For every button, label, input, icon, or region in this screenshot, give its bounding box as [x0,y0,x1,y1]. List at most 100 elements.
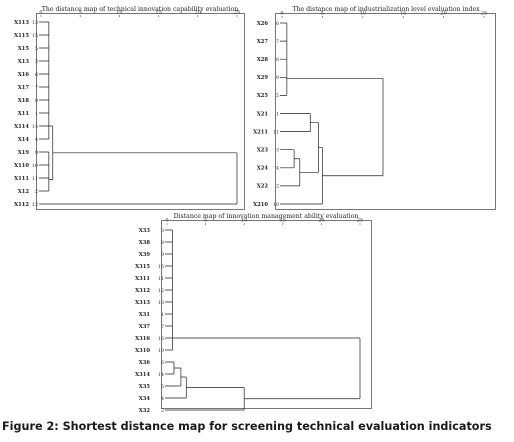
row-number: 9 [276,75,279,81]
row-number: 4 [276,166,279,172]
row-number: 8 [35,98,38,104]
row-label: X18 [18,98,30,104]
row-number: 5 [276,93,279,99]
dendrogram-links [165,229,361,411]
row-label: X211 [253,129,268,135]
row-number: 13 [158,300,164,306]
row-label: X37 [139,324,151,330]
row-number: 7 [161,324,164,330]
row-label: X17 [18,85,30,91]
row-number: 3 [276,148,279,154]
x-tick-label: 25 [357,218,363,224]
row-label: X115 [14,33,29,39]
x-tick-label: 10 [241,218,247,224]
row-label: X313 [135,300,150,306]
row-label: X26 [257,21,269,27]
row-number: 1 [161,312,164,318]
row-number: 5 [35,46,38,52]
row-label: X316 [135,336,150,342]
row-number: 12 [158,288,164,294]
row-label: X16 [18,72,30,78]
row-label: X39 [139,252,151,258]
x-tick-label: 0 [165,218,168,224]
dendrogram-links [39,21,238,205]
panel-title-3: Distance map of innovation management ab… [174,213,359,220]
row-number: 2 [161,408,164,414]
row-number: 2 [276,184,279,190]
row-number: 9 [35,150,38,156]
row-label: X11 [18,111,30,117]
row-label: X13 [18,59,30,65]
row-number: 6 [161,360,164,366]
x-tick-label: 20 [318,218,324,224]
row-label: X31 [139,312,151,318]
row-label: X25 [257,93,269,99]
row-label: X312 [135,288,150,294]
row-number: 10 [273,202,279,208]
row-number: 8 [276,57,279,63]
panel-frame-1 [36,13,245,210]
row-label: X23 [257,148,269,154]
row-label: X21 [257,111,269,117]
x-tick-label: 15 [280,218,286,224]
figure-caption: Figure 2: Shortest distance map for scre… [2,420,492,433]
row-label: X27 [257,39,269,45]
panel-title-2: The distance map of industrialization le… [292,6,480,13]
row-number: 13 [32,20,38,26]
x-tick-label: 0 [280,11,283,17]
x-tick-label: 5 [79,10,82,16]
row-label: X310 [135,348,150,354]
row-number: 7 [276,39,279,45]
x-tick-label: 20 [440,11,446,17]
x-tick-label: 5 [321,11,324,17]
row-label: X315 [135,264,150,270]
x-tick-label: 15 [400,11,406,17]
row-number: 8 [161,240,164,246]
row-label: X33 [139,228,151,234]
row-label: X314 [135,372,150,378]
x-tick-label: 10 [360,11,366,17]
row-label: X311 [135,276,150,282]
row-number: 2 [35,189,38,195]
row-label: X35 [139,384,151,390]
x-tick-label: 5 [204,218,207,224]
dendrogram-links [280,22,384,205]
x-tick-label: 15 [155,10,161,16]
row-number: 16 [158,336,164,342]
row-number: 6 [35,72,38,78]
row-label: X22 [257,184,269,190]
row-label: X114 [14,124,29,130]
x-tick-label: 10 [116,10,122,16]
row-label: X112 [14,202,29,208]
row-label: X29 [257,75,269,81]
row-label: X19 [18,150,30,156]
row-number: 1 [276,111,279,117]
x-tick-label: 0 [39,10,42,16]
row-label: X111 [14,176,29,182]
row-number: 15 [32,33,38,39]
x-tick-label: 25 [481,11,487,17]
row-label: X14 [18,137,30,143]
row-number: 10 [32,163,38,169]
row-label: X28 [257,57,269,63]
panel-frame-2 [275,13,496,210]
row-label: X15 [18,46,30,52]
row-number: 14 [32,124,38,130]
row-label: X12 [18,189,30,195]
row-number: 15 [158,264,164,270]
row-number: 3 [161,228,164,234]
row-number: 11 [158,276,164,282]
row-number: 5 [161,384,164,390]
row-label: X32 [139,408,151,414]
row-number: 10 [158,348,164,354]
row-number: 7 [35,85,38,91]
row-number: 11 [273,129,279,135]
row-label: X24 [257,166,269,172]
row-label: X34 [139,396,151,402]
row-number: 11 [32,176,38,182]
row-number: 12 [32,202,38,208]
